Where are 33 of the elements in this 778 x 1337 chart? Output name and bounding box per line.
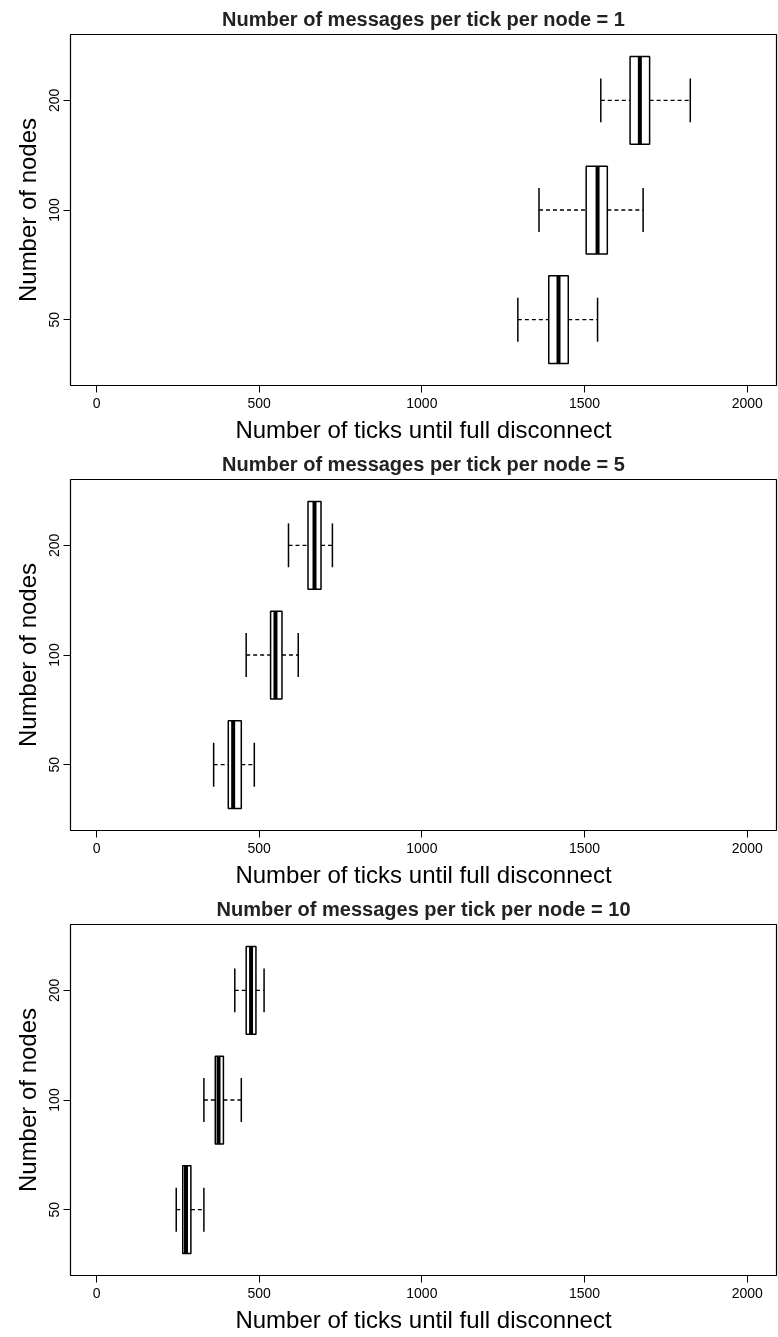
x-tick-label: 2000 [731, 1284, 764, 1301]
chart-title: Number of messages per tick per node = 10 [216, 897, 631, 920]
x-tick-label: 1500 [568, 1284, 601, 1301]
x-tick-label: 2000 [731, 839, 764, 856]
x-tick-label: 0 [92, 839, 101, 856]
y-tick-label: 100 [45, 198, 62, 222]
y-tick-label: 50 [45, 756, 62, 773]
x-tick-label: 500 [247, 394, 272, 411]
y-axis-title: Number of nodes [13, 1007, 41, 1193]
chart-title: Number of messages per tick per node = 5 [222, 452, 625, 475]
y-axis-title: Number of nodes [13, 117, 41, 303]
y-axis-title: Number of nodes [13, 562, 41, 748]
y-tick-label: 200 [45, 978, 62, 1002]
x-axis-title: Number of ticks until full disconnect [235, 1305, 612, 1333]
x-tick-label: 1000 [406, 1284, 438, 1301]
y-tick-label: 200 [45, 533, 62, 557]
x-tick-label: 500 [247, 839, 272, 856]
y-tick-label: 200 [45, 88, 62, 112]
x-tick-label: 2000 [731, 394, 764, 411]
x-tick-label: 1500 [568, 394, 601, 411]
x-tick-label: 0 [92, 1284, 101, 1301]
y-tick-label: 100 [45, 643, 62, 667]
x-tick-label: 500 [247, 1284, 272, 1301]
chart-title: Number of messages per tick per node = 1 [222, 7, 625, 30]
x-tick-label: 1500 [568, 839, 601, 856]
x-tick-label: 1000 [406, 839, 438, 856]
x-axis-title: Number of ticks until full disconnect [235, 860, 612, 888]
y-tick-label: 50 [45, 311, 62, 328]
y-tick-label: 50 [45, 1201, 62, 1218]
x-tick-label: 1000 [406, 394, 438, 411]
y-tick-label: 100 [45, 1088, 62, 1112]
x-tick-label: 0 [92, 394, 101, 411]
x-axis-title: Number of ticks until full disconnect [235, 415, 612, 443]
